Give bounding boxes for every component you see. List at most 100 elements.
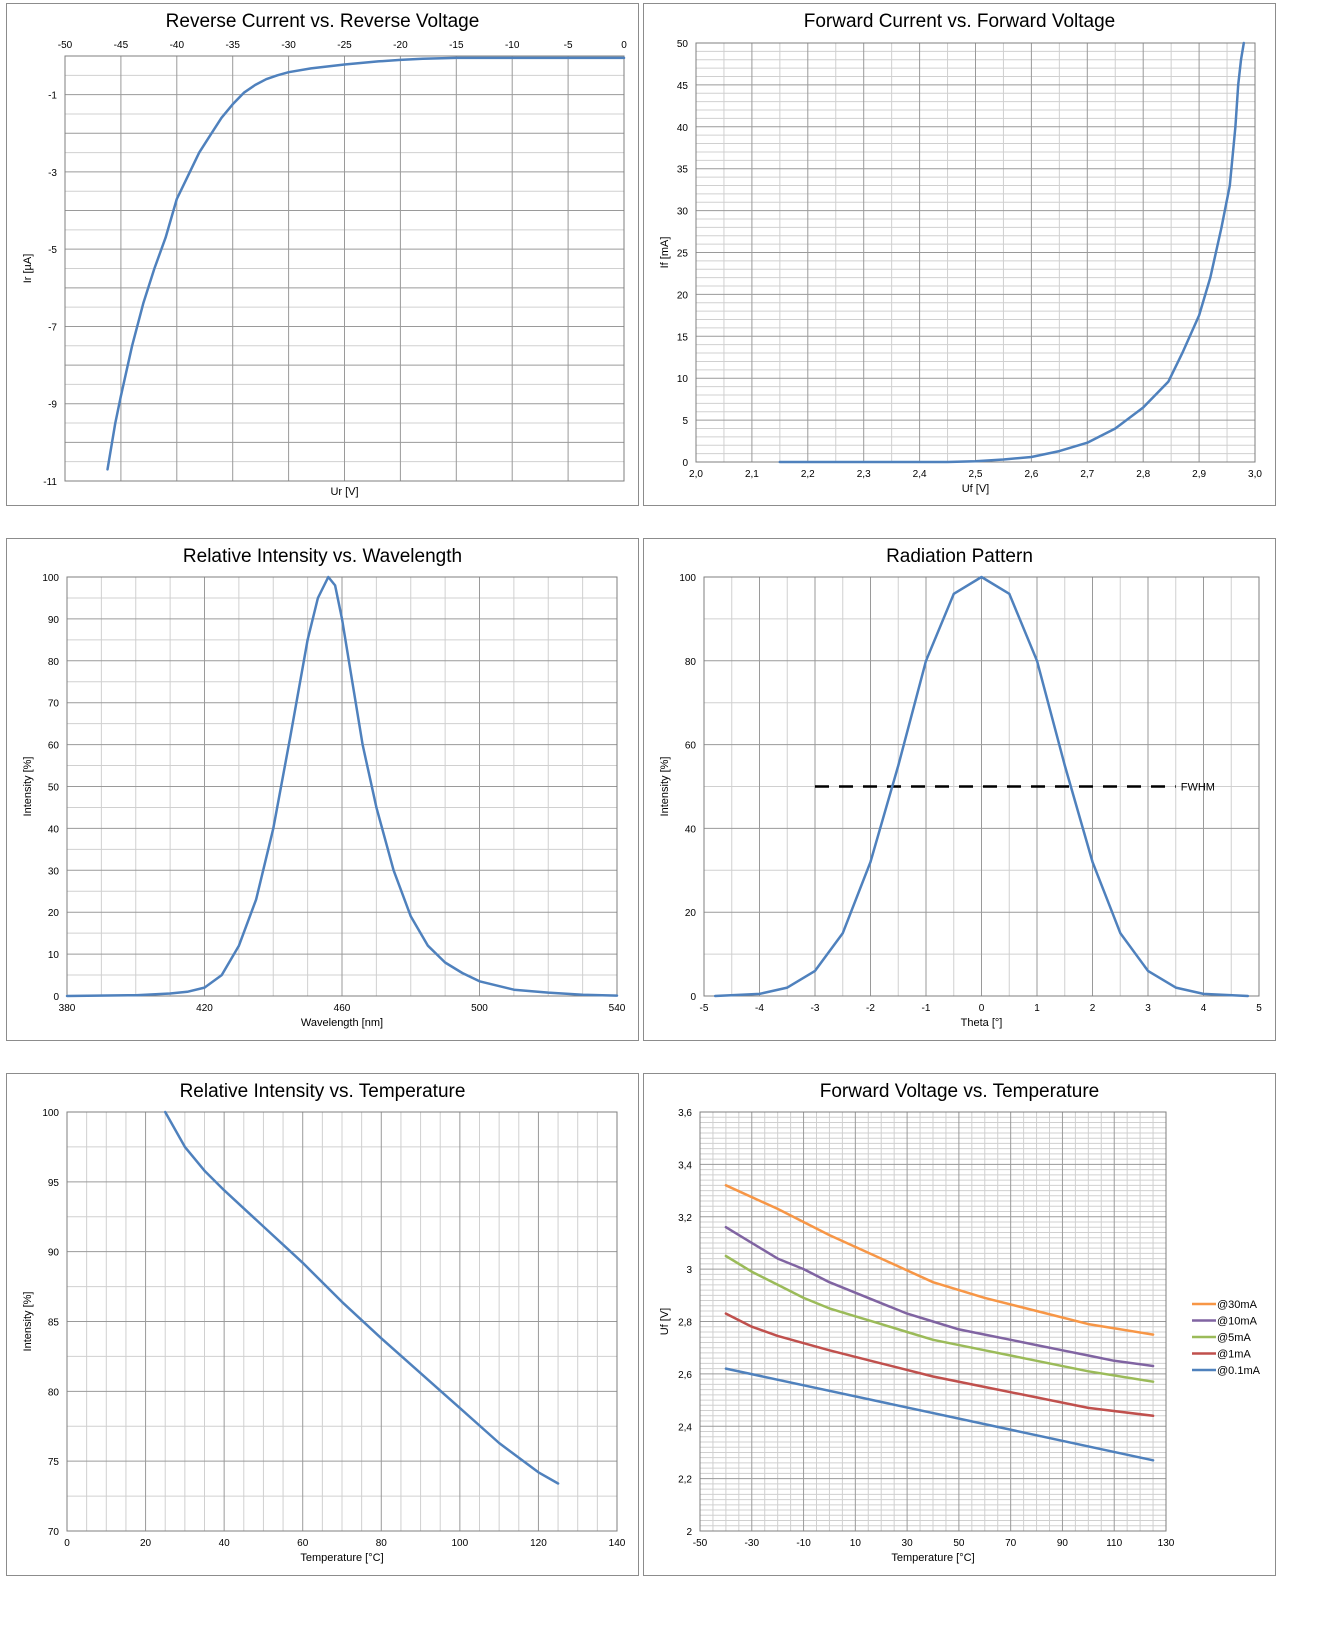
x-tick-label: -30 — [281, 40, 296, 51]
series-line-1ma — [724, 1312, 1155, 1418]
x-tick-label: -10 — [796, 1538, 811, 1549]
legend-label: @30mA — [1217, 1299, 1258, 1311]
series-line-0-1ma — [724, 1367, 1155, 1462]
x-tick-label: 2,1 — [745, 469, 759, 480]
chart-panel-radiation-pattern: Radiation Pattern -5 -4 -3 -2 -1 0 1 2 3 4 5 0 20 40 60… — [643, 538, 1276, 1041]
y-tick-label: 70 — [48, 1527, 60, 1538]
x-tick-label: 90 — [1057, 1538, 1069, 1549]
y-axis-label: Intensity [%] — [22, 757, 34, 817]
x-tick-label: 5 — [1256, 1003, 1262, 1014]
x-axis-label: Uf [V] — [962, 483, 990, 495]
chart-title: Reverse Current vs. Reverse Voltage — [166, 11, 480, 32]
x-tick-label: -50 — [58, 40, 73, 51]
chart-panel-voltage-temperature: Forward Voltage vs. Temperature -50 -30 -10… — [643, 1073, 1276, 1576]
y-tick-label: 85 — [48, 1318, 60, 1329]
x-tick-label: 120 — [530, 1538, 547, 1549]
x-tick-label: 40 — [219, 1538, 231, 1549]
x-tick-label: 380 — [59, 1003, 76, 1014]
chart-title: Forward Voltage vs. Temperature — [820, 1081, 1100, 1102]
legend-label: @5mA — [1217, 1332, 1251, 1344]
y-axis-label: Uf [V] — [659, 1308, 671, 1336]
y-tick-label: 100 — [42, 1108, 59, 1119]
y-axis-label: Ir [µA] — [22, 254, 34, 284]
y-tick-label: 30 — [677, 207, 689, 218]
y-tick-label: -3 — [48, 168, 57, 179]
x-tick-label: 80 — [376, 1538, 388, 1549]
x-tick-label: 0 — [621, 40, 627, 51]
series-line-0 — [65, 575, 619, 998]
chart-svg: Forward Voltage vs. Temperature -50 -30 -10… — [659, 1081, 1261, 1564]
series-line-0 — [106, 56, 626, 471]
y-tick-label: 45 — [677, 81, 689, 92]
x-tick-label: 110 — [1106, 1538, 1122, 1549]
x-tick-label: 2,5 — [969, 469, 983, 480]
chart-svg: Relative Intensity vs. Wavelength 380 420 4… — [22, 546, 626, 1029]
y-tick-label: 10 — [677, 374, 689, 385]
series-line-0 — [713, 575, 1250, 998]
chart-panel-forward-current: Forward Current vs. Forward Voltage 2,0 2,… — [643, 3, 1276, 506]
x-tick-label: 3,0 — [1248, 469, 1262, 480]
chart-panel-reverse-current: Reverse Current vs. Reverse Voltage -50 -4… — [6, 3, 639, 506]
y-tick-label: 30 — [48, 866, 60, 877]
y-tick-label: 80 — [48, 657, 60, 668]
plot-area — [699, 1111, 1167, 1532]
x-tick-label: 100 — [452, 1538, 469, 1549]
series-line-5ma — [724, 1254, 1155, 1383]
series-line-0 — [163, 1110, 560, 1485]
x-tick-label: -35 — [225, 40, 240, 51]
x-tick-label: 0 — [979, 1003, 985, 1014]
y-tick-label: 50 — [677, 39, 689, 50]
y-tick-label: 90 — [48, 1248, 60, 1259]
legend-label: @1mA — [1217, 1349, 1251, 1361]
x-tick-label: 4 — [1201, 1003, 1207, 1014]
series-line-0 — [778, 41, 1246, 464]
y-tick-label: 80 — [685, 657, 697, 668]
y-tick-label: -9 — [48, 400, 57, 411]
chart-svg: Relative Intensity vs. Temperature 0 20 40 6… — [22, 1081, 626, 1564]
y-tick-label: 2,4 — [678, 1422, 692, 1433]
y-tick-label: 80 — [48, 1387, 60, 1398]
chart-panel-intensity-wavelength: Relative Intensity vs. Wavelength 380 420 4… — [6, 538, 639, 1041]
legend-label: @10mA — [1217, 1316, 1258, 1328]
x-tick-label: 2,0 — [689, 469, 703, 480]
grid — [695, 42, 1256, 463]
x-tick-label: 3 — [1145, 1003, 1151, 1014]
y-tick-label: 0 — [690, 992, 696, 1003]
chart-title: Forward Current vs. Forward Voltage — [804, 11, 1116, 32]
y-tick-label: 75 — [48, 1457, 60, 1468]
y-tick-label: 60 — [685, 741, 697, 752]
x-tick-label: 2,6 — [1024, 469, 1038, 480]
y-tick-label: 2,6 — [678, 1370, 692, 1381]
y-axis-label: Intensity [%] — [659, 757, 671, 817]
x-tick-label: -4 — [755, 1003, 764, 1014]
x-tick-label: 50 — [953, 1538, 965, 1549]
x-tick-label: -3 — [811, 1003, 820, 1014]
series-line-30ma — [724, 1184, 1155, 1336]
y-tick-label: 2,2 — [678, 1475, 692, 1486]
x-tick-label: 2,4 — [913, 469, 927, 480]
x-axis-label: Wavelength [nm] — [301, 1017, 383, 1029]
y-tick-label: -1 — [48, 91, 57, 102]
plot-area — [64, 55, 625, 482]
x-axis-label: Theta [°] — [961, 1017, 1003, 1029]
y-tick-label: 50 — [48, 783, 60, 794]
y-tick-label: 70 — [48, 699, 60, 710]
fwhm-label: FWHM — [1181, 782, 1215, 794]
y-tick-label: 2,8 — [678, 1318, 692, 1329]
y-tick-label: -7 — [48, 322, 57, 333]
chart-svg: Forward Current vs. Forward Voltage 2,0 2,… — [659, 11, 1262, 495]
y-tick-label: 3,6 — [678, 1108, 692, 1119]
y-tick-label: 2 — [686, 1527, 692, 1538]
chart-title: Relative Intensity vs. Temperature — [180, 1081, 466, 1102]
y-tick-label: -5 — [48, 245, 57, 256]
y-tick-label: 20 — [677, 290, 689, 301]
x-tick-label: 60 — [297, 1538, 309, 1549]
x-tick-label: -25 — [337, 40, 352, 51]
chart-title: Radiation Pattern — [886, 546, 1033, 567]
y-axis-label: Intensity [%] — [22, 1292, 34, 1352]
x-tick-label: -5 — [564, 40, 573, 51]
x-tick-label: -50 — [693, 1538, 708, 1549]
y-tick-label: 5 — [682, 416, 688, 427]
x-axis-label: Temperature [°C] — [891, 1552, 974, 1564]
y-tick-label: 35 — [677, 165, 689, 176]
